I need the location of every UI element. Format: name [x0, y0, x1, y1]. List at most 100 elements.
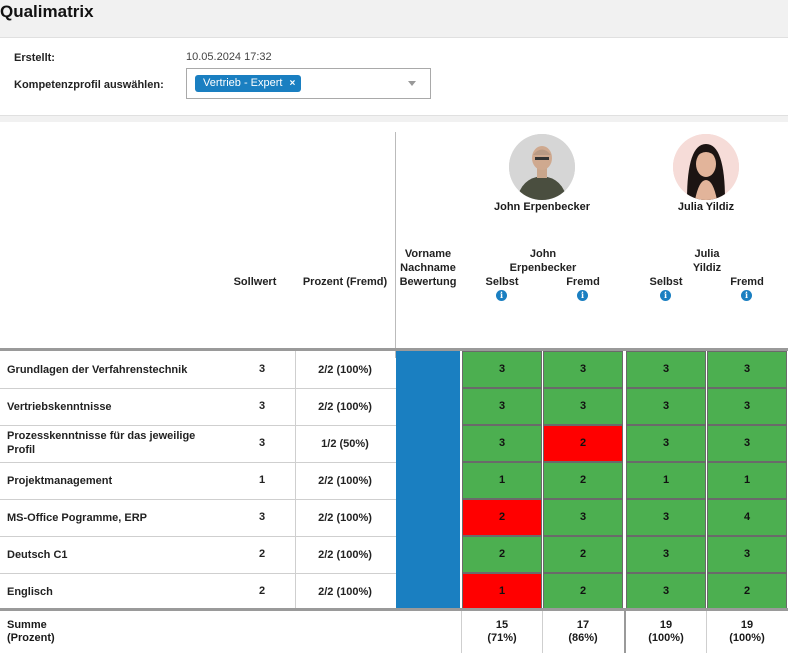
rating-cell[interactable]: 1 [626, 462, 706, 499]
rating-cell[interactable]: 2 [462, 499, 542, 536]
bewertung-bar [396, 499, 460, 536]
bewertung-bar [396, 462, 460, 499]
prozent-value: 2/2 (100%) [318, 512, 372, 524]
sum-percent: (71%) [487, 632, 517, 644]
rating-cell[interactable]: 3 [543, 388, 623, 425]
header-julia-line2: Yildiz [692, 262, 722, 274]
competency-label-line1: Vertriebskenntnisse [7, 401, 112, 413]
person-name-john: John Erpenbecker [494, 201, 590, 213]
profile-label: Kompetenzprofil auswählen: [14, 79, 164, 91]
qualification-matrix: John Erpenbecker Julia Yildiz Sollwert P… [0, 122, 788, 653]
header-julia-fremd: Fremd [730, 276, 764, 288]
sollwert-value: 3 [258, 437, 266, 449]
rating-cell[interactable]: 2 [462, 536, 542, 573]
header-person-john: John Erpenbecker [462, 247, 624, 275]
col-separator [295, 425, 296, 462]
col-separator [295, 499, 296, 536]
sum-john-fremd: 17 (86%) [543, 619, 623, 645]
col-separator [624, 611, 626, 653]
rating-cell[interactable]: 3 [626, 425, 706, 462]
sollwert-value: 2 [258, 585, 266, 597]
info-icon[interactable]: i [496, 290, 507, 301]
prozent-value: 2/2 (100%) [318, 549, 372, 561]
rating-cell[interactable]: 3 [626, 499, 706, 536]
row-divider [0, 536, 396, 537]
header-bewertung-line3: Bewertung [399, 276, 457, 288]
rating-cell[interactable]: 2 [543, 573, 623, 610]
rating-cell[interactable]: 3 [707, 388, 787, 425]
competency-label: Projektmanagement [7, 474, 112, 488]
header-rule [0, 348, 788, 351]
col-separator [461, 611, 462, 653]
rating-cell[interactable]: 3 [626, 388, 706, 425]
sum-percent: (86%) [568, 632, 598, 644]
sollwert-value: 3 [258, 363, 266, 375]
profile-tag: Vertrieb - Expert × [195, 75, 302, 92]
header-john-fremd: Fremd [566, 276, 600, 288]
rating-cell[interactable]: 2 [543, 536, 623, 573]
header-john-line2: Erpenbecker [509, 262, 577, 274]
rating-cell[interactable]: 2 [543, 462, 623, 499]
rating-cell[interactable]: 2 [543, 425, 623, 462]
sum-label-line1: Summe [7, 619, 47, 631]
rating-cell[interactable]: 3 [707, 425, 787, 462]
competency-label: Englisch [7, 585, 53, 599]
competency-label: Deutsch C1 [7, 548, 68, 562]
info-icon[interactable]: i [741, 290, 752, 301]
rating-cell[interactable]: 1 [707, 462, 787, 499]
chevron-down-icon[interactable] [408, 81, 416, 86]
bewertung-bar [396, 573, 460, 610]
rating-cell[interactable]: 3 [626, 573, 706, 610]
info-icon[interactable]: i [577, 290, 588, 301]
sum-value: 19 [659, 619, 673, 631]
rating-cell[interactable]: 3 [543, 351, 623, 388]
col-separator [295, 388, 296, 425]
header-prozent: Prozent (Fremd) [302, 276, 388, 288]
rating-cell[interactable]: 4 [707, 499, 787, 536]
competency-label-line1: Englisch [7, 586, 53, 598]
header-bewertung: Vorname Nachname Bewertung [396, 247, 460, 289]
rating-cell[interactable]: 1 [462, 573, 542, 610]
row-divider [0, 462, 396, 463]
col-separator [295, 536, 296, 573]
header-bewertung-line1: Vorname [404, 248, 452, 260]
sum-percent: (100%) [729, 632, 765, 644]
sollwert-value: 2 [258, 548, 266, 560]
header-divider [395, 132, 396, 358]
sollwert-value: 1 [258, 474, 266, 486]
prozent-value: 2/2 (100%) [318, 401, 372, 413]
created-label: Erstellt: [14, 52, 55, 64]
rating-cell[interactable]: 2 [707, 573, 787, 610]
sum-value: 17 [576, 619, 590, 631]
sum-julia-fremd: 19 (100%) [707, 619, 787, 645]
sum-label: Summe (Prozent) [7, 619, 55, 645]
bewertung-bar [396, 351, 460, 388]
remove-tag-icon[interactable]: × [289, 78, 296, 89]
competency-label: MS-Office Pogramme, ERP [7, 511, 147, 525]
competency-label-line1: MS-Office Pogramme, ERP [7, 512, 147, 524]
competency-label: Grundlagen der Verfahrenstechnik [7, 363, 187, 377]
rating-cell[interactable]: 3 [626, 351, 706, 388]
rating-cell[interactable]: 3 [626, 536, 706, 573]
sum-value: 19 [740, 619, 754, 631]
avatar-john [509, 134, 575, 200]
person-icon [673, 134, 739, 200]
rating-cell[interactable]: 3 [462, 388, 542, 425]
sum-value: 15 [495, 619, 509, 631]
sollwert-value: 3 [258, 511, 266, 523]
rating-cell[interactable]: 3 [707, 536, 787, 573]
rating-cell[interactable]: 1 [462, 462, 542, 499]
rating-cell[interactable]: 3 [462, 425, 542, 462]
info-icon[interactable]: i [660, 290, 671, 301]
footer-rule [0, 608, 788, 611]
header-john-line1: John [529, 248, 557, 260]
rating-cell[interactable]: 3 [707, 351, 787, 388]
rating-cell[interactable]: 3 [543, 499, 623, 536]
prozent-value: 2/2 (100%) [318, 364, 372, 376]
bewertung-bar [396, 536, 460, 573]
rating-cell[interactable]: 3 [462, 351, 542, 388]
filter-panel: Erstellt: 10.05.2024 17:32 Kompetenzprof… [0, 37, 788, 116]
created-value: 10.05.2024 17:32 [186, 51, 272, 63]
profile-select[interactable]: Vertrieb - Expert × [186, 68, 431, 99]
header-julia-selbst: Selbst [649, 276, 683, 288]
